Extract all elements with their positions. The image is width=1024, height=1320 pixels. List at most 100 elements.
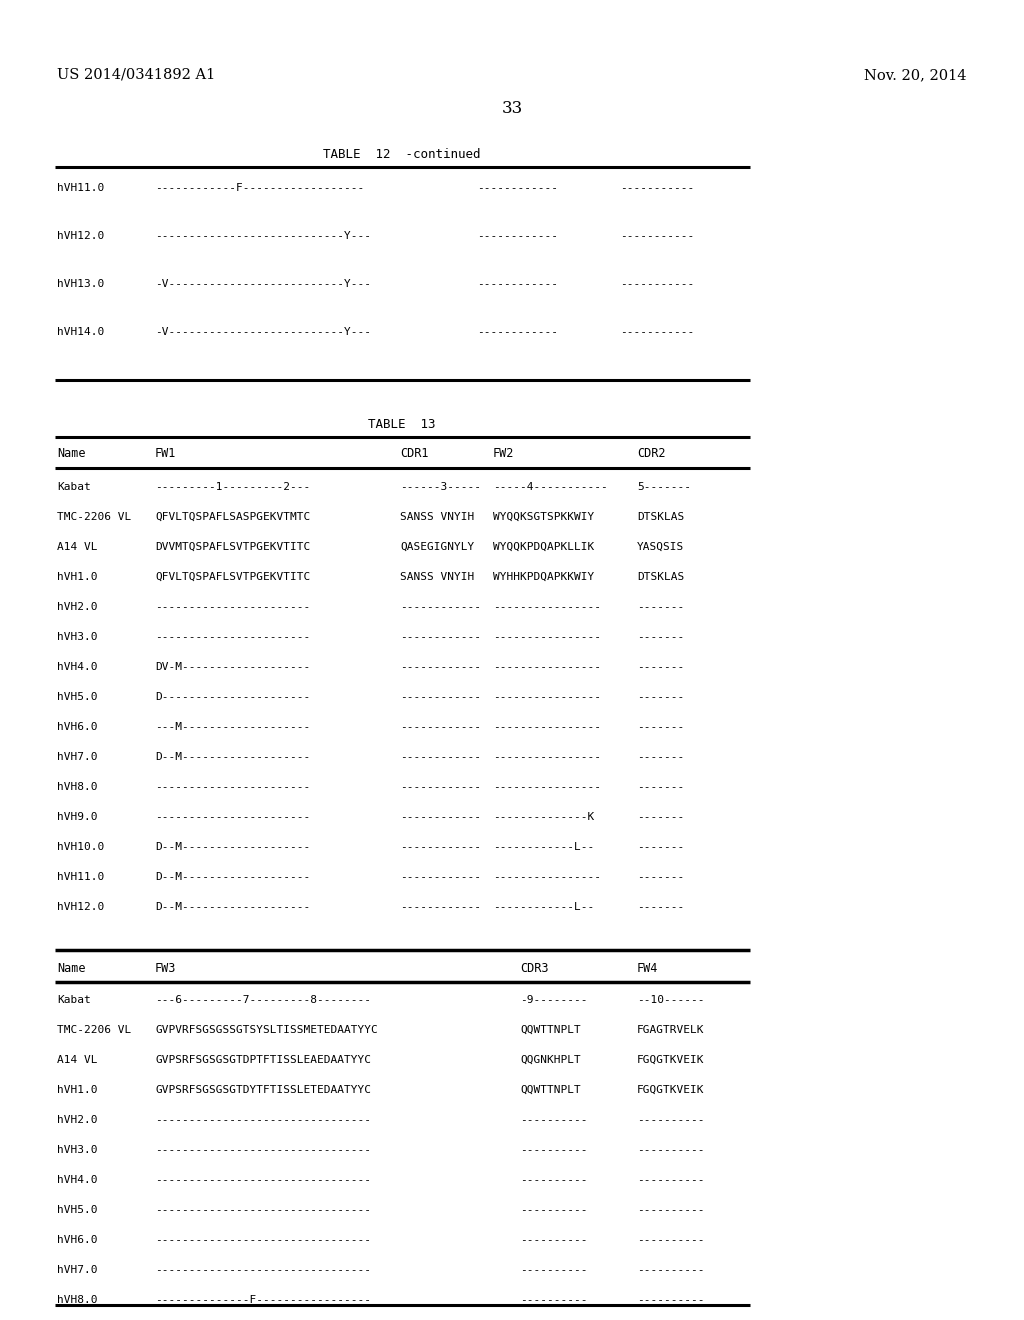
Text: ----------: ---------- <box>520 1205 588 1214</box>
Text: Name: Name <box>57 447 85 459</box>
Text: ----------------: ---------------- <box>493 602 601 612</box>
Text: D--M-------------------: D--M------------------- <box>155 752 310 762</box>
Text: -------: ------- <box>637 873 684 882</box>
Text: ----------: ---------- <box>520 1265 588 1275</box>
Text: hVH11.0: hVH11.0 <box>57 873 104 882</box>
Text: TMC-2206 VL: TMC-2206 VL <box>57 512 131 521</box>
Text: hVH6.0: hVH6.0 <box>57 722 97 733</box>
Text: ----------------: ---------------- <box>493 781 601 792</box>
Text: GVPSRFSGSGSGTDPTFTISSLEAEDAATYYC: GVPSRFSGSGSGTDPTFTISSLEAEDAATYYC <box>155 1055 371 1065</box>
Text: hVH4.0: hVH4.0 <box>57 1175 97 1185</box>
Text: ------------: ------------ <box>477 231 558 242</box>
Text: hVH3.0: hVH3.0 <box>57 1144 97 1155</box>
Text: DTSKLAS: DTSKLAS <box>637 572 684 582</box>
Text: FW4: FW4 <box>637 962 658 975</box>
Text: -----------------------: ----------------------- <box>155 812 310 822</box>
Text: 5-------: 5------- <box>637 482 691 492</box>
Text: US 2014/0341892 A1: US 2014/0341892 A1 <box>57 69 215 82</box>
Text: -------: ------- <box>637 663 684 672</box>
Text: hVH4.0: hVH4.0 <box>57 663 97 672</box>
Text: CDR1: CDR1 <box>400 447 428 459</box>
Text: ------------: ------------ <box>400 873 481 882</box>
Text: -------: ------- <box>637 842 684 851</box>
Text: ----------------: ---------------- <box>493 752 601 762</box>
Text: hVH1.0: hVH1.0 <box>57 1085 97 1096</box>
Text: ------------: ------------ <box>400 632 481 642</box>
Text: ----------: ---------- <box>637 1175 705 1185</box>
Text: QFVLTQSPAFLSVTPGEKVTITC: QFVLTQSPAFLSVTPGEKVTITC <box>155 572 310 582</box>
Text: FGQGTKVEIK: FGQGTKVEIK <box>637 1085 705 1096</box>
Text: YASQSIS: YASQSIS <box>637 543 684 552</box>
Text: CDR2: CDR2 <box>637 447 666 459</box>
Text: hVH11.0: hVH11.0 <box>57 183 104 193</box>
Text: ---6---------7---------8--------: ---6---------7---------8-------- <box>155 995 371 1005</box>
Text: hVH13.0: hVH13.0 <box>57 279 104 289</box>
Text: -V--------------------------Y---: -V--------------------------Y--- <box>155 327 371 337</box>
Text: WYQQKSGTSPKKWIY: WYQQKSGTSPKKWIY <box>493 512 594 521</box>
Text: ----------: ---------- <box>520 1115 588 1125</box>
Text: Kabat: Kabat <box>57 482 91 492</box>
Text: ------------: ------------ <box>477 183 558 193</box>
Text: ----------: ---------- <box>637 1144 705 1155</box>
Text: -----------------------: ----------------------- <box>155 602 310 612</box>
Text: -----------------------: ----------------------- <box>155 781 310 792</box>
Text: ----------: ---------- <box>637 1295 705 1305</box>
Text: QQWTTNPLT: QQWTTNPLT <box>520 1026 581 1035</box>
Text: ----------: ---------- <box>637 1115 705 1125</box>
Text: -----------: ----------- <box>620 279 694 289</box>
Text: ----------------------------Y---: ----------------------------Y--- <box>155 231 371 242</box>
Text: WYHHKPDQAPKKWIY: WYHHKPDQAPKKWIY <box>493 572 594 582</box>
Text: QASEGIGNYLY: QASEGIGNYLY <box>400 543 474 552</box>
Text: ------------: ------------ <box>477 327 558 337</box>
Text: ----------: ---------- <box>520 1295 588 1305</box>
Text: ------------L--: ------------L-- <box>493 842 594 851</box>
Text: ----------: ---------- <box>520 1144 588 1155</box>
Text: -9--------: -9-------- <box>520 995 588 1005</box>
Text: ----------------: ---------------- <box>493 632 601 642</box>
Text: ------------L--: ------------L-- <box>493 902 594 912</box>
Text: --------------------------------: -------------------------------- <box>155 1175 371 1185</box>
Text: ----------: ---------- <box>520 1236 588 1245</box>
Text: -----4-----------: -----4----------- <box>493 482 608 492</box>
Text: -------: ------- <box>637 752 684 762</box>
Text: DTSKLAS: DTSKLAS <box>637 512 684 521</box>
Text: hVH12.0: hVH12.0 <box>57 902 104 912</box>
Text: -------: ------- <box>637 722 684 733</box>
Text: ---------1---------2---: ---------1---------2--- <box>155 482 310 492</box>
Text: ----------------: ---------------- <box>493 873 601 882</box>
Text: SANSS VNYIH: SANSS VNYIH <box>400 512 474 521</box>
Text: hVH7.0: hVH7.0 <box>57 752 97 762</box>
Text: A14 VL: A14 VL <box>57 1055 97 1065</box>
Text: FGQGTKVEIK: FGQGTKVEIK <box>637 1055 705 1065</box>
Text: -----------: ----------- <box>620 183 694 193</box>
Text: ------------: ------------ <box>400 842 481 851</box>
Text: -----------: ----------- <box>620 327 694 337</box>
Text: hVH14.0: hVH14.0 <box>57 327 104 337</box>
Text: FW2: FW2 <box>493 447 514 459</box>
Text: ------------F------------------: ------------F------------------ <box>155 183 365 193</box>
Text: TMC-2206 VL: TMC-2206 VL <box>57 1026 131 1035</box>
Text: Nov. 20, 2014: Nov. 20, 2014 <box>864 69 967 82</box>
Text: -------: ------- <box>637 902 684 912</box>
Text: --10------: --10------ <box>637 995 705 1005</box>
Text: hVH12.0: hVH12.0 <box>57 231 104 242</box>
Text: --------------------------------: -------------------------------- <box>155 1265 371 1275</box>
Text: hVH2.0: hVH2.0 <box>57 1115 97 1125</box>
Text: -----------------------: ----------------------- <box>155 632 310 642</box>
Text: --------------------------------: -------------------------------- <box>155 1205 371 1214</box>
Text: ------------: ------------ <box>400 812 481 822</box>
Text: FW1: FW1 <box>155 447 176 459</box>
Text: -------: ------- <box>637 692 684 702</box>
Text: ----------------: ---------------- <box>493 692 601 702</box>
Text: ----------------: ---------------- <box>493 722 601 733</box>
Text: ------------: ------------ <box>400 902 481 912</box>
Text: hVH2.0: hVH2.0 <box>57 602 97 612</box>
Text: ------------: ------------ <box>477 279 558 289</box>
Text: ------------: ------------ <box>400 602 481 612</box>
Text: hVH7.0: hVH7.0 <box>57 1265 97 1275</box>
Text: hVH6.0: hVH6.0 <box>57 1236 97 1245</box>
Text: D--M-------------------: D--M------------------- <box>155 842 310 851</box>
Text: -V--------------------------Y---: -V--------------------------Y--- <box>155 279 371 289</box>
Text: Name: Name <box>57 962 85 975</box>
Text: -----------: ----------- <box>620 231 694 242</box>
